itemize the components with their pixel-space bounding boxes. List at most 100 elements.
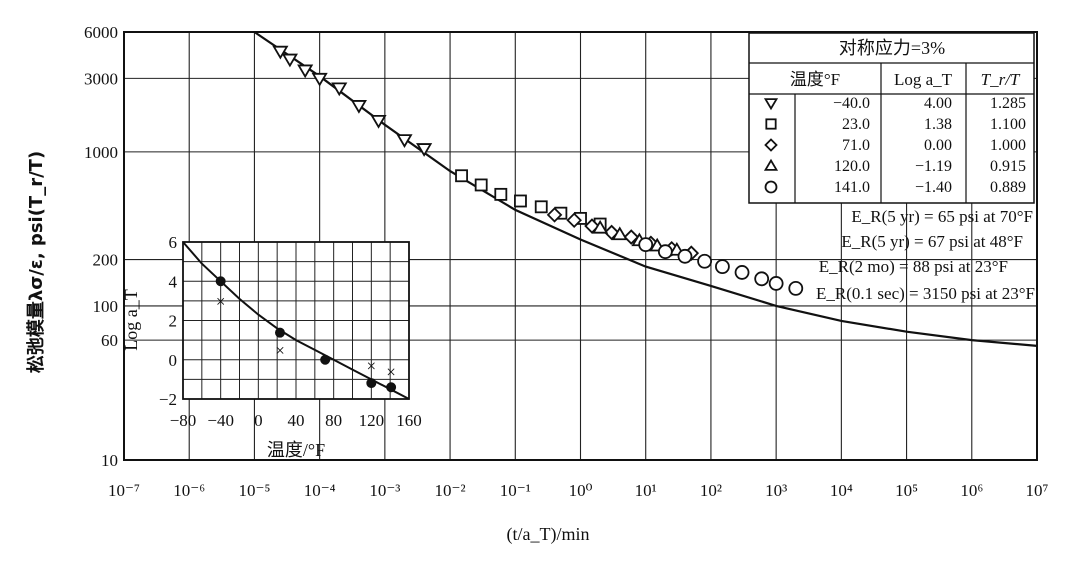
- marker-triangle-down: [331, 82, 348, 97]
- y-tick-label: 10: [101, 451, 118, 470]
- annotation-text: E_R(0.1 sec) = 3150 psi at 23°F: [816, 284, 1035, 303]
- legend-temp: 120.0: [834, 158, 870, 175]
- x-tick-label: 10⁶: [960, 481, 983, 500]
- inset-x-axis-label: 温度/°F: [267, 440, 325, 460]
- x-tick-label: 10⁻⁶: [173, 481, 205, 500]
- inset-data-points: × × × ×: [215, 276, 397, 393]
- legend-logat: 0.00: [924, 137, 952, 154]
- marker-diamond: [566, 212, 582, 229]
- marker-circle: [657, 244, 673, 260]
- legend-temp: 23.0: [842, 116, 870, 133]
- inset-y-tick-label: 0: [169, 351, 178, 370]
- marker-triangle-down: [281, 53, 298, 68]
- marker-diamond: [764, 138, 778, 152]
- main-x-axis-label: (t/a_T)/min: [507, 524, 590, 545]
- x-tick-label: 10⁰: [569, 481, 593, 500]
- legend-ratio: 0.889: [990, 179, 1026, 196]
- marker-triangle-down: [311, 72, 328, 87]
- marker-triangle-up: [592, 219, 609, 234]
- marker-triangle-down: [297, 64, 314, 79]
- marker-circle: [764, 180, 778, 194]
- inset-dot-point: [320, 354, 331, 365]
- marker-square: [765, 118, 777, 130]
- marker-circle: [734, 265, 750, 280]
- y-tick-label: 6000: [84, 23, 118, 42]
- inset-x-tick-label: −80: [170, 411, 197, 430]
- inset-x-tick-label: 120: [359, 411, 385, 430]
- inset-dot-point: [274, 327, 285, 338]
- inset-x-ticks: −80 −40 0 40 80 120 160: [170, 411, 422, 430]
- main-y-axis-label-text: 松弛模量λσ/ε, psi(T_r/T): [25, 151, 47, 373]
- inset-y-tick-label: 6: [169, 233, 178, 252]
- x-tick-label: 10²: [700, 481, 722, 500]
- legend-header-ratio: T_r/T: [981, 70, 1021, 89]
- main-data-points: [272, 45, 804, 296]
- marker-square: [494, 187, 508, 201]
- main-y-ticks: 6000 3000 1000 200 100 60 10: [84, 23, 118, 470]
- marker-circle: [638, 237, 654, 253]
- marker-circle: [788, 280, 804, 296]
- marker-diamond: [623, 229, 640, 245]
- marker-triangle-up: [763, 158, 779, 171]
- inset-x-tick-label: 160: [396, 411, 422, 430]
- main-plot-frame: [123, 31, 1038, 461]
- marker-square: [474, 178, 488, 192]
- inset-y-tick-label: 4: [169, 272, 178, 291]
- x-tick-label: 10⁵: [895, 481, 918, 500]
- inset-x-tick-label: 0: [254, 411, 263, 430]
- marker-square: [514, 194, 527, 208]
- inset-dot-point: [386, 382, 397, 393]
- annotation-text: E_R(5 yr) = 67 psi at 48°F: [841, 232, 1023, 251]
- legend-logat: 1.38: [924, 116, 952, 133]
- marker-circle: [768, 276, 784, 291]
- legend-logat: −1.19: [915, 158, 952, 175]
- inset-y-tick-label: 2: [169, 312, 178, 331]
- legend-logat: 4.00: [924, 95, 952, 112]
- legend-frame: [748, 32, 1035, 204]
- legend-temp: 71.0: [842, 137, 870, 154]
- legend-ratio: 1.000: [990, 137, 1026, 154]
- legend-title: 对称应力=3%: [839, 38, 945, 58]
- x-tick-label: 10⁴: [830, 481, 853, 500]
- inset-y-tick-label: −2: [159, 390, 177, 409]
- x-tick-label: 10³: [765, 481, 787, 500]
- x-tick-label: 10⁻⁵: [238, 481, 270, 500]
- marker-circle: [697, 253, 713, 269]
- inset-chart: −80 −40 0 40 80 120 160 6 4 2 0 −2 × × × × Log a_T 温度…: [121, 233, 422, 460]
- inset-dot-point: [215, 276, 226, 287]
- marker-triangle-up: [611, 226, 628, 241]
- legend-ratio: 0.915: [990, 158, 1026, 175]
- inset-x-tick-label: 40: [288, 411, 305, 430]
- legend-table: 对称应力=3% 温度°F Log a_T T_r/T −40.0 4.00 1.28…: [748, 32, 1035, 204]
- inset-x-marker: ×: [275, 341, 285, 360]
- legend-logat: −1.40: [915, 179, 952, 196]
- inset-x-tick-label: 80: [325, 411, 342, 430]
- marker-circle: [754, 271, 770, 287]
- legend-temp: −40.0: [833, 95, 870, 112]
- y-tick-label: 3000: [84, 69, 118, 88]
- marker-triangle-down: [350, 100, 367, 114]
- y-tick-label: 200: [93, 251, 119, 270]
- annotation-text: E_R(2 mo) = 88 psi at 23°F: [819, 257, 1008, 276]
- inset-x-marker: ×: [367, 357, 377, 376]
- annotations: E_R(5 yr) = 65 psi at 70°F E_R(5 yr) = 67…: [816, 207, 1035, 303]
- legend-ratio: 1.285: [990, 95, 1026, 112]
- inset-x-marker: ×: [216, 292, 226, 311]
- x-tick-label: 10⁻²: [435, 481, 466, 500]
- legend-ratio: 1.100: [990, 116, 1026, 133]
- marker-triangle-down: [763, 98, 779, 111]
- marker-triangle-down: [416, 143, 433, 157]
- legend-rows: −40.0 4.00 1.285 23.0 1.38 1.100 71.0 0.00 1.000…: [763, 95, 1026, 196]
- main-x-ticks: 10⁻⁷ 10⁻⁶ 10⁻⁵ 10⁻⁴ 10⁻³ 10⁻² 10⁻¹ 10⁰ 10¹ 10² 10³…: [108, 481, 1048, 500]
- inset-x-marker: ×: [386, 363, 396, 382]
- marker-triangle-down: [396, 134, 413, 148]
- legend-header-temp: 温度°F: [790, 70, 840, 89]
- marker-circle: [715, 259, 730, 275]
- annotation-text: E_R(5 yr) = 65 psi at 70°F: [851, 207, 1033, 226]
- inset-y-ticks: 6 4 2 0 −2: [159, 233, 178, 409]
- inset-frame: [182, 241, 410, 400]
- y-tick-label: 60: [101, 331, 118, 350]
- legend-header-logat: Log a_T: [894, 70, 953, 89]
- marker-triangle-down: [272, 45, 289, 60]
